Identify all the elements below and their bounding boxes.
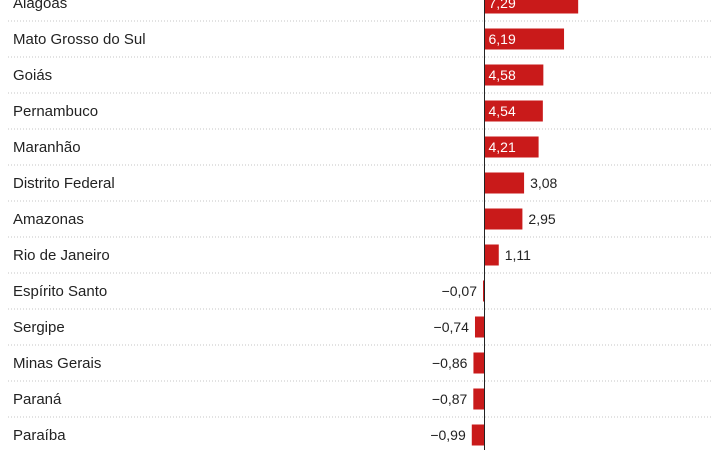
category-label: Pernambuco: [13, 103, 98, 120]
value-label: 6,19: [489, 31, 516, 47]
value-label: −0,99: [430, 427, 466, 443]
value-label: 2,95: [528, 211, 555, 227]
value-label: 7,29: [489, 0, 516, 11]
category-label: Alagoas: [13, 0, 67, 12]
value-label: 4,21: [489, 139, 516, 155]
category-label: Sergipe: [13, 319, 65, 336]
bar: [473, 388, 485, 410]
bar: [471, 424, 485, 446]
bar: [484, 64, 544, 86]
category-label: Rio de Janeiro: [13, 247, 110, 264]
bar: [484, 100, 543, 122]
value-label: 4,58: [489, 67, 516, 83]
bar: [484, 136, 539, 158]
category-label: Minas Gerais: [13, 355, 101, 372]
category-label: Maranhão: [13, 139, 81, 156]
value-label: 1,11: [505, 247, 531, 263]
bar: [484, 172, 525, 194]
value-label: −0,07: [442, 283, 478, 299]
bar: [484, 244, 499, 266]
value-label: −0,86: [432, 355, 468, 371]
bar: [473, 352, 485, 374]
bar: [474, 316, 485, 338]
category-label: Goiás: [13, 67, 52, 84]
bar: [484, 0, 579, 14]
value-label: −0,87: [432, 391, 468, 407]
bar: [484, 208, 523, 230]
bar: [484, 28, 565, 50]
category-label: Amazonas: [13, 211, 84, 228]
bar: [483, 280, 485, 302]
value-label: 3,08: [530, 175, 557, 191]
category-label: Distrito Federal: [13, 175, 115, 192]
value-label: 4,54: [489, 103, 516, 119]
value-label: −0,74: [434, 319, 470, 335]
category-label: Mato Grosso do Sul: [13, 31, 146, 48]
category-label: Paraíba: [13, 427, 66, 444]
category-label: Espírito Santo: [13, 283, 107, 300]
category-label: Paraná: [13, 391, 62, 408]
